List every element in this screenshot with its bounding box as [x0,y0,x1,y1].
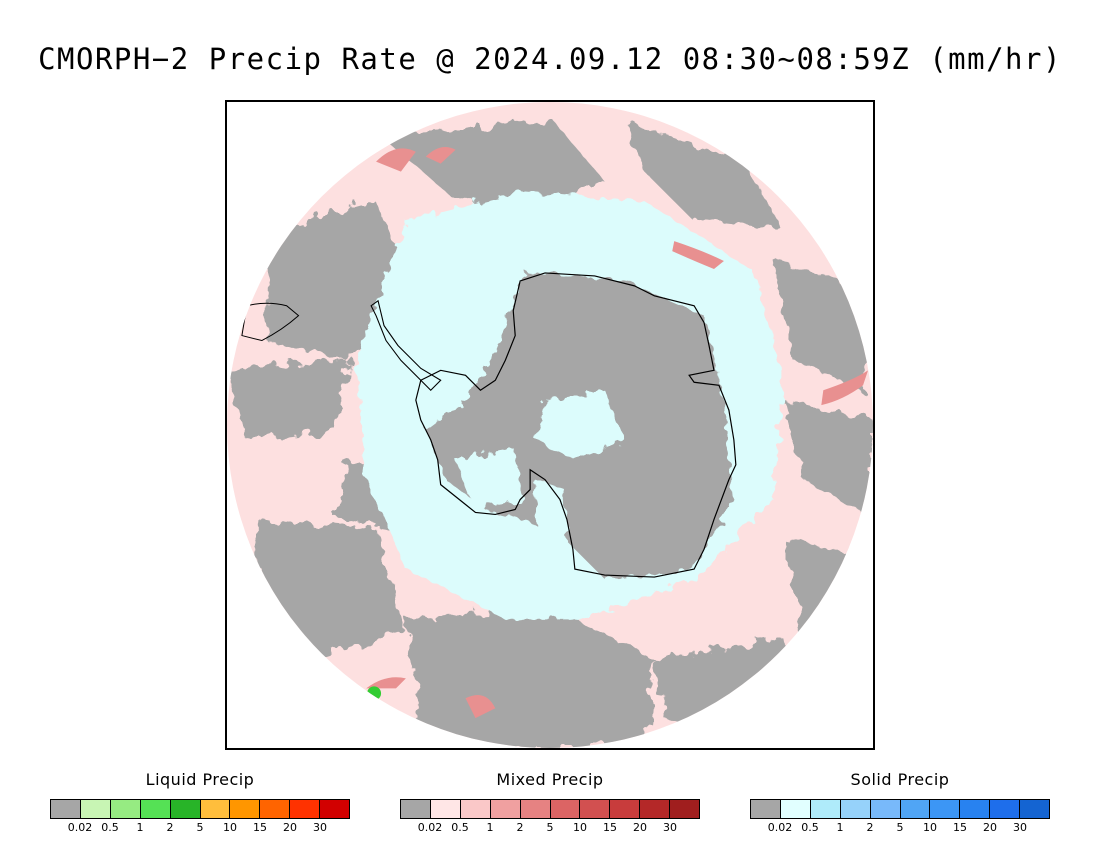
legend-swatch [80,800,111,818]
legend-title: Liquid Precip [145,770,255,789]
legend-swatch [51,800,81,818]
legend-swatch [110,800,141,818]
legend-tick-label: 10 [923,821,937,834]
legend-tick-label: 15 [953,821,967,834]
legend-swatch [200,800,231,818]
legend-swatch [260,800,291,818]
color-bar [400,799,700,819]
legend-tick-label: 1 [486,821,494,834]
legend-tick-label: 20 [633,821,647,834]
legend-tick-label: 30 [313,821,327,834]
legend-swatch [520,800,551,818]
polar-precip-map [227,102,873,748]
color-bar [750,799,1050,819]
legend-swatch [460,800,491,818]
legend-swatch [670,800,700,818]
legend-tick-label: 2 [866,821,874,834]
map-frame [225,100,875,750]
tick-labels: 0.02 0.5 1 2 5 10 15 20 30 [50,821,350,835]
legend-swatch [550,800,581,818]
legend-tick-label: 0.02 [417,821,443,834]
legend-tick-label: 10 [223,821,237,834]
tick-labels: 0.02 0.5 1 2 5 10 15 20 30 [400,821,700,835]
legend-tick-label: 5 [196,821,204,834]
legend-liquid: Liquid Precip 0.02 0.5 1 2 5 10 15 20 30 [50,770,350,835]
legend-tick-label: 0.5 [101,821,119,834]
legend-tick-label: 20 [283,821,297,834]
legend-swatch [900,800,931,818]
legend-swatch [401,800,431,818]
antarctic-peninsula-coastline [370,299,442,391]
legend-swatch [490,800,521,818]
legend-swatch [320,800,350,818]
color-bar [50,799,350,819]
legend-tick-label: 0.5 [451,821,469,834]
mixed-precip-streaks [366,146,869,719]
legend-tick-label: 1 [836,821,844,834]
legend-tick-label: 0.5 [801,821,819,834]
legend-swatch [230,800,261,818]
legend-swatch [580,800,611,818]
page-title: CMORPH−2 Precip Rate @ 2024.09.12 08:30∼… [38,42,1062,76]
legend-tick-label: 2 [166,821,174,834]
legend-tick-label: 5 [896,821,904,834]
legend-tick-label: 2 [516,821,524,834]
legend-swatch [290,800,321,818]
legend-swatch [780,800,811,818]
legend-swatch [810,800,841,818]
legend-swatch [610,800,641,818]
legend-swatch [170,800,201,818]
legend-tick-label: 1 [136,821,144,834]
legend-tick-label: 15 [603,821,617,834]
legend-tick-label: 10 [573,821,587,834]
legend-tick-label: 20 [983,821,997,834]
legend-swatch [640,800,671,818]
antarctica-coastline [415,272,737,578]
legend-title: Mixed Precip [496,770,604,789]
liquid-precip-spot [367,686,382,701]
south-america-tip-coastline [241,302,300,342]
legend-tick-label: 30 [663,821,677,834]
legend-tick-label: 30 [1013,821,1027,834]
legend-tick-label: 15 [253,821,267,834]
legend-swatch [960,800,991,818]
interior-snow-streaks [455,390,625,619]
legend-swatch [1020,800,1050,818]
legend-mixed: Mixed Precip 0.02 0.5 1 2 5 10 15 20 30 [400,770,700,835]
legend-swatch [930,800,961,818]
legend-solid: Solid Precip 0.02 0.5 1 2 5 10 15 20 30 [750,770,1050,835]
legend-tick-label: 5 [546,821,554,834]
legend-tick-label: 0.02 [67,821,93,834]
legend-swatch [840,800,871,818]
legend-tick-label: 0.02 [767,821,793,834]
legend-swatch [140,800,171,818]
legend-swatch [870,800,901,818]
tick-labels: 0.02 0.5 1 2 5 10 15 20 30 [750,821,1050,835]
legend-swatch [990,800,1021,818]
legend-title: Solid Precip [850,770,950,789]
legend-swatch [430,800,461,818]
legend-swatch [751,800,781,818]
